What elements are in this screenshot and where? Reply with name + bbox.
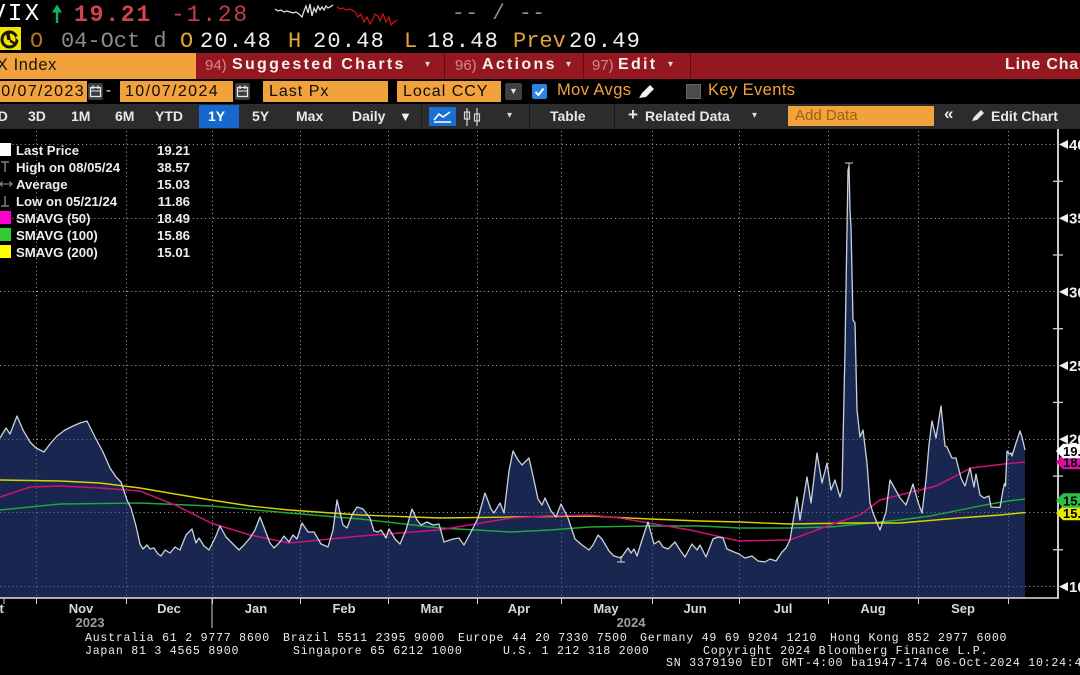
svg-text:Last Price: Last Price <box>16 143 79 158</box>
svg-text:30: 30 <box>1069 284 1080 301</box>
svg-text:Sep: Sep <box>951 601 975 616</box>
svg-text:SMAVG (100): SMAVG (100) <box>16 228 98 243</box>
svg-text:20: 20 <box>1069 432 1080 449</box>
svg-text:15.01: 15.01 <box>1063 506 1080 521</box>
svg-text:Germany 49 69 9204 1210: Germany 49 69 9204 1210 <box>640 632 817 645</box>
svg-text:18.49: 18.49 <box>1063 455 1080 470</box>
svg-text:Jul: Jul <box>774 601 793 616</box>
svg-text:Mar: Mar <box>420 601 443 616</box>
svg-text:15.86: 15.86 <box>157 228 190 243</box>
svg-text:25: 25 <box>1069 358 1080 375</box>
svg-text:Japan 81 3 4565 8900: Japan 81 3 4565 8900 <box>85 645 239 658</box>
svg-text:35: 35 <box>1069 211 1080 228</box>
svg-text:SMAVG (200): SMAVG (200) <box>16 245 98 260</box>
svg-text:Oct: Oct <box>0 601 5 616</box>
svg-text:High on 08/05/24: High on 08/05/24 <box>16 160 121 175</box>
svg-text:Average: Average <box>16 177 68 192</box>
svg-text:40: 40 <box>1069 137 1080 154</box>
svg-text:Singapore 65 6212 1000: Singapore 65 6212 1000 <box>293 645 463 658</box>
svg-text:SMAVG (50): SMAVG (50) <box>16 211 91 226</box>
svg-text:Apr: Apr <box>508 601 530 616</box>
svg-text:Jun: Jun <box>683 601 706 616</box>
svg-text:11.86: 11.86 <box>158 194 190 209</box>
svg-text:Hong Kong 852 2977 6000: Hong Kong 852 2977 6000 <box>830 632 1007 645</box>
svg-text:19.21: 19.21 <box>1063 444 1080 459</box>
svg-text:Europe 44 20 7330 7500: Europe 44 20 7330 7500 <box>458 632 628 645</box>
svg-text:U.S. 1 212 318 2000: U.S. 1 212 318 2000 <box>503 645 649 658</box>
svg-text:19.21: 19.21 <box>157 143 190 158</box>
svg-text:Aug: Aug <box>860 601 885 616</box>
svg-text:2024: 2024 <box>617 615 647 630</box>
svg-text:Australia 61 2 9777 8600: Australia 61 2 9777 8600 <box>85 632 270 645</box>
svg-text:2023: 2023 <box>76 615 105 630</box>
svg-text:Feb: Feb <box>332 601 355 616</box>
svg-text:Brazil 5511 2395 9000: Brazil 5511 2395 9000 <box>283 632 445 645</box>
svg-text:15.03: 15.03 <box>157 177 190 192</box>
svg-text:18.49: 18.49 <box>157 211 190 226</box>
svg-text:Copyright 2024 Bloomberg Finan: Copyright 2024 Bloomberg Finance L.P. <box>703 645 988 658</box>
svg-text:SN 3379190 EDT GMT-4:00 ba194: SN 3379190 EDT GMT-4:00 ba1947-174 06-Oc… <box>666 657 1080 670</box>
svg-text:May: May <box>593 601 619 616</box>
svg-text:Nov: Nov <box>69 601 94 616</box>
svg-text:38.57: 38.57 <box>157 160 190 175</box>
svg-text:15.01: 15.01 <box>157 245 190 260</box>
svg-text:Jan: Jan <box>245 601 267 616</box>
svg-text:15.86: 15.86 <box>1063 493 1080 508</box>
svg-text:Low on 05/21/24: Low on 05/21/24 <box>16 194 118 209</box>
svg-text:10: 10 <box>1069 579 1080 596</box>
svg-text:Dec: Dec <box>157 601 181 616</box>
